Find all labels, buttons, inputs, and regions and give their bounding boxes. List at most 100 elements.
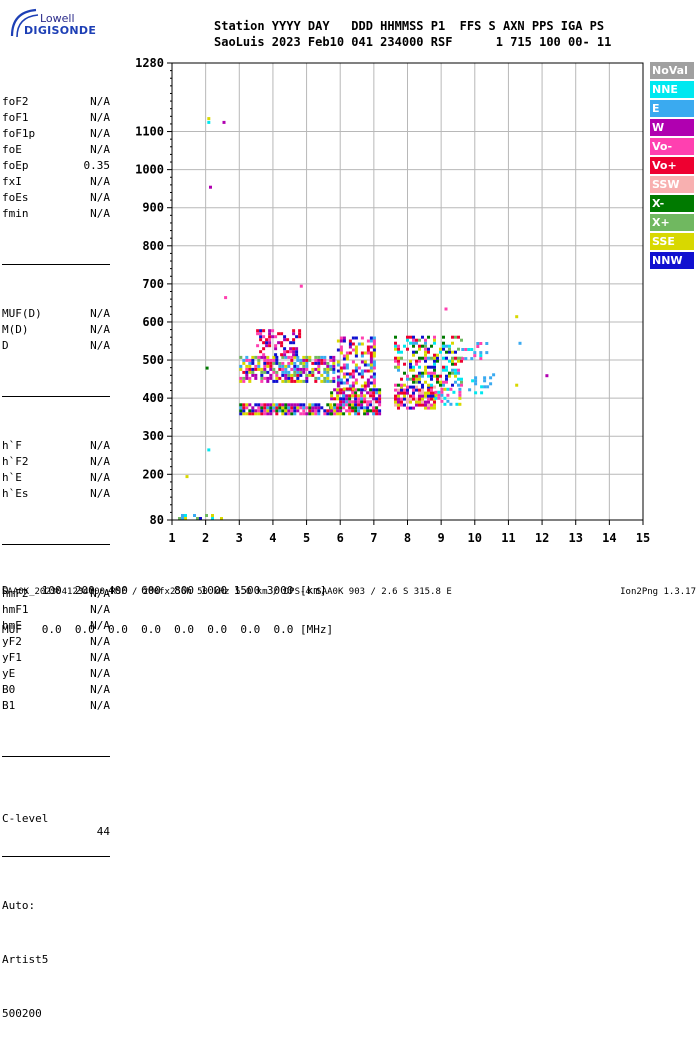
echo-point: [299, 370, 303, 374]
echo-point: [275, 403, 279, 407]
echo-point: [245, 412, 249, 416]
echo-point: [409, 394, 412, 398]
echo-point: [412, 388, 415, 392]
param-name: yE: [2, 667, 16, 680]
param-value: N/A: [90, 95, 110, 108]
param-row: h`E N/A: [2, 471, 110, 487]
echo-point: [457, 335, 460, 339]
echo-point: [372, 339, 376, 343]
param-row-clevel: C-level 44: [2, 799, 110, 838]
echo-point: [430, 377, 433, 381]
echo-point: [274, 347, 278, 351]
echo-point: [436, 380, 439, 384]
echo-point: [427, 397, 430, 401]
echo-point: [305, 412, 309, 416]
echo-point: [339, 403, 343, 407]
echo-point: [248, 367, 252, 371]
echo-point: [290, 376, 294, 380]
param-row: B0 N/A: [2, 683, 110, 699]
echo-point: [372, 412, 376, 416]
echo-point: [342, 403, 346, 407]
echo-point: [430, 403, 433, 407]
echo-point: [372, 351, 376, 355]
echo-point: [412, 368, 415, 372]
echo-point: [332, 370, 336, 374]
echo-point: [257, 364, 261, 368]
echo-point: [357, 372, 361, 376]
grid: [171, 63, 644, 521]
echo-point: [251, 361, 255, 365]
echo-point: [354, 409, 358, 413]
echo-point: [293, 364, 297, 368]
echo-point: [299, 412, 303, 416]
echo-point: [421, 374, 424, 378]
echo-point: [245, 355, 249, 359]
echo-point: [302, 358, 306, 362]
echo-point: [436, 356, 439, 360]
echo-point: [289, 341, 293, 345]
x-tick-label: 8: [404, 531, 411, 545]
echo-point: [372, 397, 376, 401]
param-row: h`F2 N/A: [2, 455, 110, 471]
echo-point: [336, 406, 340, 410]
echo-point: [479, 342, 483, 345]
muf-table: D 100 200 400 600 800 1000 1500 3000 [km…: [2, 558, 333, 649]
echo-point: [260, 355, 264, 359]
echo-point: [290, 373, 294, 377]
echo-point: [330, 406, 334, 410]
echo-point: [430, 397, 433, 401]
echo-point: [451, 383, 454, 387]
echo-point: [286, 350, 290, 354]
echo-point: [263, 367, 267, 371]
echo-point: [446, 387, 450, 391]
echo-point: [363, 406, 367, 410]
echo-point: [332, 367, 336, 371]
echo-point: [418, 371, 421, 375]
echo-point: [427, 403, 430, 407]
echo-point: [354, 351, 358, 355]
echo-point: [317, 406, 321, 410]
param-row: fmin N/A: [2, 207, 110, 223]
echo-point: [275, 379, 279, 383]
echo-point: [372, 345, 376, 349]
echo-point: [448, 371, 451, 375]
echo-point: [433, 359, 436, 363]
echo-point: [311, 409, 315, 413]
echo-point: [266, 412, 270, 416]
echo-point: [351, 381, 355, 385]
echo-point: [345, 394, 349, 398]
echo-point: [483, 385, 487, 389]
echo-point: [329, 403, 333, 407]
legend-entry: X+: [650, 214, 694, 231]
echo-point: [336, 360, 340, 364]
echo-point: [375, 406, 379, 410]
echo-point: [372, 372, 376, 376]
echo-point: [287, 409, 291, 413]
echo-point: [339, 397, 343, 401]
echo-point: [421, 388, 424, 392]
echo-point: [292, 329, 296, 333]
echo-point: [339, 388, 343, 392]
param-value: N/A: [90, 143, 110, 156]
param-name: foF1p: [2, 127, 36, 140]
echo-point: [332, 355, 336, 359]
echo-point: [366, 363, 370, 367]
echo-point: [292, 347, 296, 351]
echo-point: [317, 409, 321, 413]
echo-point: [369, 336, 373, 340]
echo-point: [330, 397, 334, 401]
echo-point: [439, 374, 442, 378]
echo-point: [485, 342, 489, 345]
echo-point: [360, 369, 364, 373]
echo-point: [427, 394, 430, 398]
echo-point: [430, 365, 433, 369]
echo-point: [284, 406, 288, 410]
echo-point: [272, 361, 276, 365]
echo-point: [272, 358, 276, 362]
echo-point: [287, 361, 291, 365]
echo-point: [293, 370, 297, 374]
echo-point: [299, 379, 303, 383]
echo-point: [293, 412, 297, 416]
echo-point: [458, 393, 462, 397]
echo-point: [360, 403, 364, 407]
